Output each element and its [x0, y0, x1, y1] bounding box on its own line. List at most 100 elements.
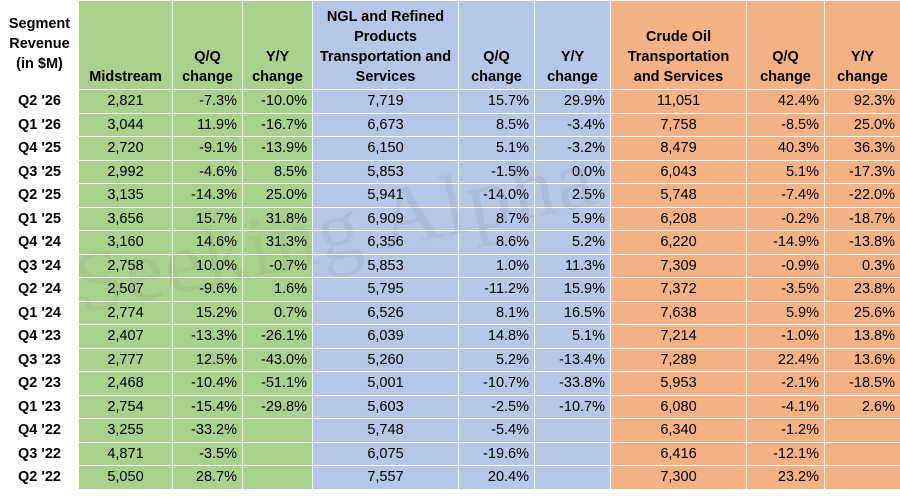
crude-cell: 7,758	[610, 112, 747, 137]
midstream-qq-cell: 15.7%	[172, 206, 243, 231]
midstream-qq-cell: -9.1%	[172, 136, 243, 161]
crude-cell: 6,220	[610, 230, 747, 255]
ngl-qq-cell: -14.0%	[458, 183, 535, 208]
ngl-yy-cell: 0.0%	[534, 159, 611, 184]
ngl-yy-cell: 5.1%	[534, 324, 611, 349]
crude-qq-cell: -12.1%	[746, 441, 825, 466]
crude-cell: 5,953	[610, 371, 747, 396]
table-row: Q2 '26 2,821 -7.3% -10.0% 7,719 15.7% 29.9% 11,…	[0, 89, 900, 114]
ngl-cell: 5,795	[312, 277, 459, 302]
ngl-yy-cell: 29.9%	[534, 89, 611, 114]
crude-yy-cell: 23.8%	[824, 277, 900, 302]
ngl-qq-cell: 14.8%	[458, 324, 535, 349]
ngl-qq-cell: 5.1%	[458, 136, 535, 161]
ngl-cell: 5,748	[312, 418, 459, 443]
crude-qq-cell: 40.3%	[746, 136, 825, 161]
midstream-cell: 2,407	[78, 324, 173, 349]
ngl-cell: 7,557	[312, 465, 459, 490]
midstream-cell: 2,777	[78, 347, 173, 372]
midstream-qq-cell: 15.2%	[172, 300, 243, 325]
ngl-qq-cell: -10.7%	[458, 371, 535, 396]
midstream-yy-cell: 1.6%	[242, 277, 313, 302]
midstream-cell: 3,160	[78, 230, 173, 255]
ngl-cell: 6,150	[312, 136, 459, 161]
crude-qq-cell: -0.9%	[746, 253, 825, 278]
table-row: Q1 '24 2,774 15.2% 0.7% 6,526 8.1% 16.5% 7,638 5…	[0, 300, 900, 325]
crude-yy-cell: 2.6%	[824, 394, 900, 419]
midstream-cell: 2,821	[78, 89, 173, 114]
crude-qq-cell: 42.4%	[746, 89, 825, 114]
table-row: Q2 '23 2,468 -10.4% -51.1% 5,001 -10.7% -33.8%…	[0, 371, 900, 396]
ngl-qq-cell: 8.5%	[458, 112, 535, 137]
table-row: Q2 '24 2,507 -9.6% 1.6% 5,795 -11.2% 15.9% 7,37…	[0, 277, 900, 302]
midstream-yy-cell: 25.0%	[242, 183, 313, 208]
ngl-yy-cell: -3.4%	[534, 112, 611, 137]
quarter-cell: Q3 '24	[0, 253, 79, 278]
crude-yy-cell: -13.8%	[824, 230, 900, 255]
midstream-qq-cell: 10.0%	[172, 253, 243, 278]
ngl-header: NGL and Refined Products Transportation …	[312, 0, 459, 90]
midstream-cell: 3,044	[78, 112, 173, 137]
ngl-yy-cell	[534, 418, 611, 443]
crude-cell: 7,372	[610, 277, 747, 302]
crude-yy-cell: 25.6%	[824, 300, 900, 325]
ngl-yy-cell: 11.3%	[534, 253, 611, 278]
midstream-yy-cell: 31.3%	[242, 230, 313, 255]
crude-qq-cell: 5.1%	[746, 159, 825, 184]
ngl-qq-cell: -11.2%	[458, 277, 535, 302]
ngl-cell: 6,075	[312, 441, 459, 466]
midstream-cell: 5,050	[78, 465, 173, 490]
midstream-qq-header: Q/Q change	[172, 0, 243, 90]
midstream-cell: 2,507	[78, 277, 173, 302]
table-row: Q4 '22 3,255 -33.2% 5,748 -5.4% 6,340 -1.2%	[0, 418, 900, 443]
crude-yy-cell: -17.3%	[824, 159, 900, 184]
crude-yy-cell: -22.0%	[824, 183, 900, 208]
crude-yy-cell	[824, 441, 900, 466]
quarter-cell: Q1 '24	[0, 300, 79, 325]
crude-cell: 7,300	[610, 465, 747, 490]
crude-qq-cell: -4.1%	[746, 394, 825, 419]
ngl-cell: 5,603	[312, 394, 459, 419]
midstream-yy-cell: -29.8%	[242, 394, 313, 419]
ngl-yy-cell: 16.5%	[534, 300, 611, 325]
header-row: Segment Revenue (in $M) Midstream Q/Q ch…	[0, 0, 900, 90]
midstream-yy-cell	[242, 418, 313, 443]
ngl-cell: 5,941	[312, 183, 459, 208]
crude-qq-header: Q/Q change	[746, 0, 825, 90]
midstream-cell: 4,871	[78, 441, 173, 466]
ngl-cell: 7,719	[312, 89, 459, 114]
table-row: Q1 '23 2,754 -15.4% -29.8% 5,603 -2.5% -10.7% 6…	[0, 394, 900, 419]
table-body: Q2 '26 2,821 -7.3% -10.0% 7,719 15.7% 29.9% 11,…	[0, 89, 900, 490]
ngl-yy-cell	[534, 465, 611, 490]
crude-qq-cell: -2.1%	[746, 371, 825, 396]
midstream-qq-cell: -13.3%	[172, 324, 243, 349]
quarter-cell: Q4 '22	[0, 418, 79, 443]
crude-yy-cell	[824, 465, 900, 490]
midstream-yy-cell	[242, 465, 313, 490]
ngl-yy-cell: 15.9%	[534, 277, 611, 302]
crude-cell: 6,340	[610, 418, 747, 443]
ngl-qq-cell: 5.2%	[458, 347, 535, 372]
midstream-qq-cell: -15.4%	[172, 394, 243, 419]
ngl-yy-cell: 2.5%	[534, 183, 611, 208]
crude-qq-cell: -1.2%	[746, 418, 825, 443]
crude-yy-cell: 25.0%	[824, 112, 900, 137]
ngl-yy-cell: 5.2%	[534, 230, 611, 255]
ngl-yy-cell	[534, 441, 611, 466]
table-row: Q4 '25 2,720 -9.1% -13.9% 6,150 5.1% -3.2% 8,47…	[0, 136, 900, 161]
midstream-yy-cell: -13.9%	[242, 136, 313, 161]
crude-qq-cell: -7.4%	[746, 183, 825, 208]
midstream-yy-cell: -43.0%	[242, 347, 313, 372]
ngl-yy-cell: 5.9%	[534, 206, 611, 231]
midstream-cell: 2,758	[78, 253, 173, 278]
midstream-yy-cell: 8.5%	[242, 159, 313, 184]
midstream-yy-cell: 31.8%	[242, 206, 313, 231]
ngl-yy-cell: -10.7%	[534, 394, 611, 419]
midstream-yy-cell: -26.1%	[242, 324, 313, 349]
ngl-qq-cell: 15.7%	[458, 89, 535, 114]
midstream-qq-cell: -9.6%	[172, 277, 243, 302]
crude-cell: 7,214	[610, 324, 747, 349]
ngl-cell: 6,526	[312, 300, 459, 325]
table-row: Q1 '25 3,656 15.7% 31.8% 6,909 8.7% 5.9% 6,208-…	[0, 206, 900, 231]
ngl-qq-cell: 8.1%	[458, 300, 535, 325]
